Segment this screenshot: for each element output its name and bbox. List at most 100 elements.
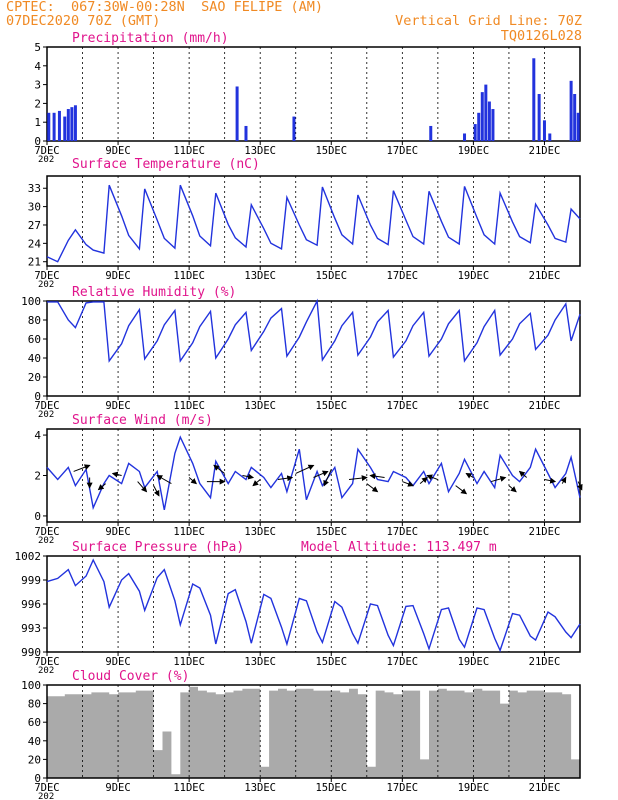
x-tick-label-temp: 15DEC: [315, 270, 347, 282]
x-tick-label-rh: 7DEC: [34, 400, 59, 412]
wind-arrow: [544, 477, 557, 484]
x-tick-label-wind: 11DEC: [173, 526, 205, 538]
wind-arrow: [188, 477, 198, 485]
x-tick-label-cloud: 19DEC: [458, 782, 490, 794]
x-tick-label-temp: 19DEC: [458, 270, 490, 282]
wind-arrow: [252, 479, 261, 487]
panel-frame-precip: [46, 46, 581, 142]
precip-bar: [537, 94, 541, 141]
wind-arrow: [73, 464, 91, 472]
wind-arrow: [419, 476, 428, 484]
y-tick-label-pres: 990: [21, 646, 41, 659]
x-tick-label-precip: 15DEC: [315, 145, 347, 157]
precip-bar: [70, 107, 74, 141]
x-tick-label-rh: 9DEC: [105, 400, 130, 412]
x-tick-label-pres: 7DEC: [34, 656, 59, 668]
x-tick-label-pres: 19DEC: [458, 656, 490, 668]
panel-frame-temp: [46, 175, 581, 267]
panel-title-rh: Relative Humidity (%): [72, 285, 236, 300]
wind-arrow: [455, 485, 468, 495]
x-tick-label-rh: 21DEC: [529, 400, 561, 412]
x-year-label-rh: 202: [38, 410, 54, 420]
y-tick-label-precip: 1: [34, 116, 41, 129]
y-tick-label-pres: 993: [21, 622, 41, 635]
wind-arrow: [518, 470, 528, 478]
x-tick-label-temp: 11DEC: [173, 270, 205, 282]
precip-bar: [542, 120, 546, 141]
x-tick-label-cloud: 9DEC: [105, 782, 130, 794]
precip-bar: [73, 105, 77, 141]
panel-frame-pres: [46, 555, 581, 653]
wind-arrow: [242, 473, 255, 480]
panel-frame-cloud: [46, 684, 581, 779]
y-tick-label-pres: 996: [21, 598, 41, 611]
y-tick-label-temp: 33: [28, 182, 41, 195]
x-tick-label-pres: 13DEC: [244, 656, 276, 668]
x-tick-label-pres: 15DEC: [315, 656, 347, 668]
x-year-label-temp: 202: [38, 280, 54, 290]
panel-frame-wind: [46, 428, 581, 523]
wind-arrow: [508, 485, 517, 493]
wind-arrow: [402, 481, 414, 487]
y-tick-label-rh: 0: [34, 390, 41, 403]
y-tick-label-temp: 30: [28, 201, 41, 214]
precip-bar: [292, 116, 296, 141]
precip-bar: [576, 112, 580, 141]
precip-bar: [235, 86, 239, 141]
precip-bar: [477, 112, 481, 141]
precip-bar: [487, 101, 491, 141]
wind-arrow: [156, 475, 172, 485]
x-tick-label-wind: 21DEC: [529, 526, 561, 538]
wind-arrow: [97, 483, 106, 491]
y-tick-label-rh: 20: [28, 371, 41, 384]
x-tick-label-temp: 21DEC: [529, 270, 561, 282]
panel-title-wind: Surface Wind (m/s): [72, 413, 213, 428]
wind-arrow: [560, 476, 567, 484]
x-tick-label-temp: 9DEC: [105, 270, 130, 282]
x-tick-label-pres: 9DEC: [105, 656, 130, 668]
panel-title-precip: Precipitation (mm/h): [72, 31, 229, 46]
x-tick-label-precip: 19DEC: [458, 145, 490, 157]
y-tick-label-rh: 40: [28, 352, 41, 365]
precip-bar: [66, 109, 70, 141]
panel-frame-rh: [46, 300, 581, 397]
precip-bar: [491, 109, 495, 141]
wind-arrow: [137, 481, 148, 493]
precip-bar: [532, 58, 536, 141]
x-tick-label-rh: 15DEC: [315, 400, 347, 412]
y-tick-label-precip: 5: [34, 41, 41, 54]
run-date-header: 07DEC2020 70Z (GMT): [6, 13, 161, 29]
precip-bar: [573, 94, 577, 141]
precip-bar: [47, 112, 51, 141]
y-tick-label-cloud: 20: [28, 753, 41, 766]
y-tick-label-wind: 4: [34, 429, 41, 442]
y-tick-label-pres: 999: [21, 574, 41, 587]
y-tick-label-precip: 0: [34, 135, 41, 148]
panel-title-temp: Surface Temperature (nC): [72, 157, 260, 172]
x-tick-label-rh: 19DEC: [458, 400, 490, 412]
y-tick-label-wind: 2: [34, 470, 41, 483]
series-line-rh: [47, 298, 581, 363]
y-tick-label-temp: 27: [28, 219, 41, 232]
x-tick-label-pres: 21DEC: [529, 656, 561, 668]
x-year-label-wind: 202: [38, 536, 54, 546]
x-tick-label-wind: 17DEC: [387, 526, 419, 538]
wind-arrow: [465, 472, 474, 479]
wind-arrow: [577, 481, 583, 491]
y-tick-label-cloud: 40: [28, 735, 41, 748]
panel-title-cloud: Cloud Cover (%): [72, 669, 189, 684]
series-line-wind: [46, 435, 581, 511]
precip-bar: [473, 124, 477, 141]
series-line-pres: [46, 558, 581, 653]
precip-bar: [484, 84, 488, 141]
y-tick-label-cloud: 60: [28, 716, 41, 729]
wind-arrow: [426, 474, 439, 481]
precip-bar: [429, 125, 433, 141]
x-tick-label-cloud: 17DEC: [387, 782, 419, 794]
y-tick-label-cloud: 0: [34, 772, 41, 785]
precip-bar: [463, 133, 467, 141]
y-tick-label-precip: 2: [34, 97, 41, 110]
station-header: CPTEC: 067:30W-00:28N SAO FELIPE (AM): [6, 0, 323, 15]
x-tick-label-cloud: 7DEC: [34, 782, 59, 794]
y-tick-label-cloud: 100: [21, 679, 41, 692]
